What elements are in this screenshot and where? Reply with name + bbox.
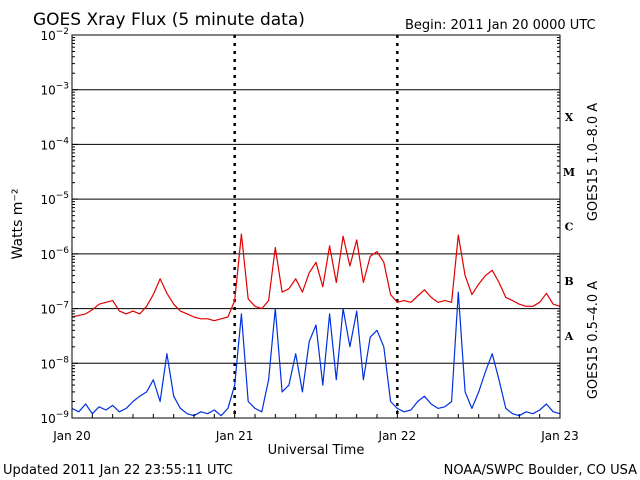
x-tick-label: Jan 22	[378, 429, 417, 443]
plot-frame	[71, 34, 561, 419]
flare-class-label: C	[565, 221, 574, 234]
gridlines	[72, 34, 560, 419]
flare-class-label: M	[563, 166, 575, 179]
series-line-long-wavelength	[71, 233, 561, 322]
y-axis-ticks: 10−9 10−8 10−7 10−6 10−5 10−4 10−3 10−2	[40, 27, 560, 426]
chart-title: GOES Xray Flux (5 minute data)	[33, 10, 305, 30]
x-axis-label: Universal Time	[268, 443, 365, 458]
flare-class-label: A	[564, 330, 574, 343]
flare-class-labels: A B C M X	[563, 111, 575, 343]
x-axis-ticks: Jan 20 Jan 21 Jan 22 Jan 23	[52, 410, 579, 443]
y-tick-label: 10−6	[40, 246, 69, 262]
y-tick-label: 10−9	[40, 410, 69, 426]
y-tick-label: 10−2	[40, 27, 69, 43]
credit-text: NOAA/SWPC Boulder, CO USA	[444, 463, 637, 478]
legend-series-long: GOES15 1.0–8.0 A	[586, 103, 601, 221]
x-tick-label: Jan 20	[52, 429, 91, 443]
x-tick-label: Jan 21	[215, 429, 254, 443]
y-axis-label: Watts m⁻²	[10, 189, 26, 260]
y-tick-label: 10−7	[40, 301, 69, 317]
flare-class-label: B	[564, 275, 573, 288]
legend-series-short: GOES15 0.5–4.0 A	[586, 281, 601, 399]
y-tick-label: 10−8	[40, 355, 69, 371]
series-line-short-wavelength	[71, 291, 561, 417]
updated-timestamp: Updated 2011 Jan 22 23:55:11 UTC	[3, 463, 233, 478]
y-tick-label: 10−4	[40, 136, 69, 152]
y-tick-label: 10−5	[40, 191, 69, 207]
series-layer	[71, 233, 561, 417]
flare-class-label: X	[565, 111, 574, 124]
x-tick-label: Jan 23	[540, 429, 579, 443]
y-tick-label: 10−3	[40, 82, 69, 98]
begin-date: Begin: 2011 Jan 20 0000 UTC	[405, 18, 596, 33]
